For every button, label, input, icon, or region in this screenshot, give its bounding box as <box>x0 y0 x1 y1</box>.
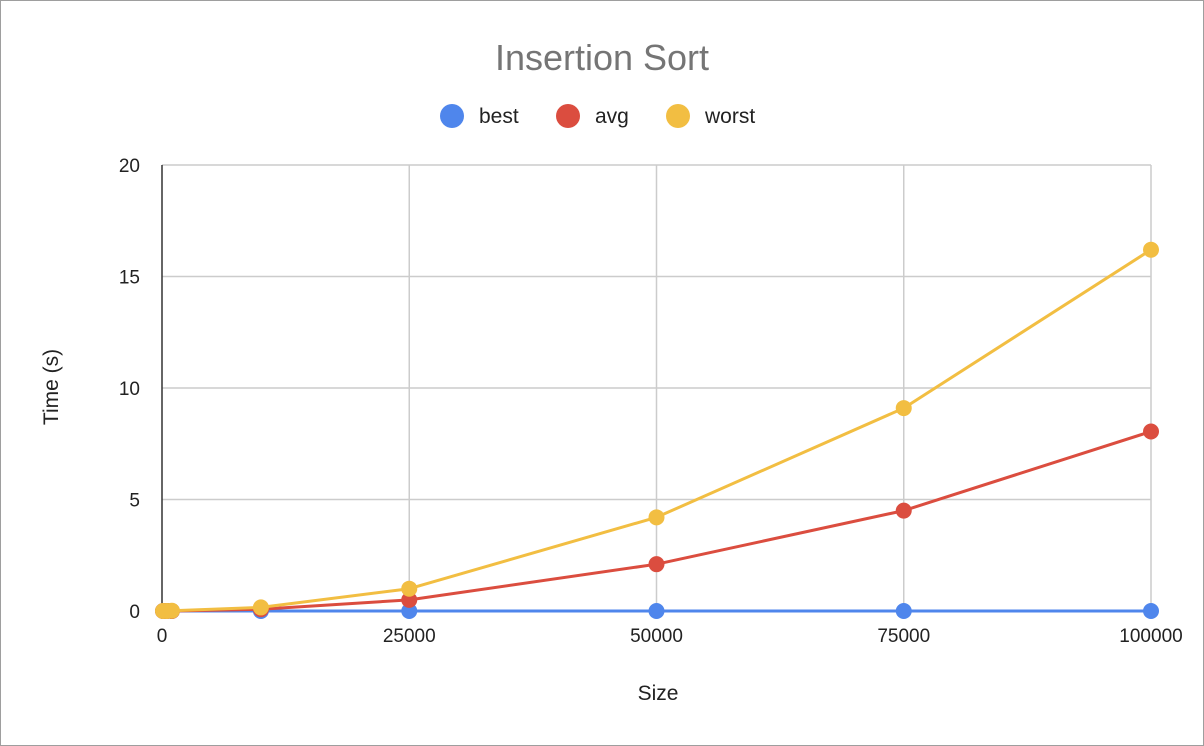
legend: best avg worst <box>440 104 755 128</box>
legend-marker-best <box>440 104 464 128</box>
data-point-best <box>648 603 665 619</box>
grid <box>162 164 1152 612</box>
data-point-worst <box>163 602 180 619</box>
legend-marker-worst <box>666 104 690 128</box>
x-axis-label: Size <box>638 682 679 705</box>
legend-label-best: best <box>479 105 519 128</box>
legend-item-worst: worst <box>666 104 755 128</box>
y-axis-label: Time (s) <box>40 349 63 425</box>
data-point-avg <box>401 591 418 608</box>
x-tick-label: 0 <box>157 626 168 647</box>
y-tick-label: 15 <box>119 268 140 289</box>
x-tick-label: 75000 <box>877 626 930 647</box>
data-point-best <box>401 603 418 619</box>
legend-label-worst: worst <box>704 105 755 128</box>
data-point-avg <box>895 502 912 519</box>
legend-item-avg: avg <box>556 104 629 128</box>
data-point-worst <box>252 599 269 616</box>
data-point-best <box>1143 603 1159 619</box>
data-point-best <box>895 603 912 619</box>
data-point-worst <box>648 509 665 526</box>
data-point-avg <box>648 556 665 573</box>
y-tick-label: 20 <box>119 156 140 177</box>
series-group <box>154 241 1159 619</box>
data-point-worst <box>895 400 912 417</box>
data-point-worst <box>1143 241 1159 258</box>
y-tick-label: 0 <box>129 602 140 623</box>
y-tick-label: 10 <box>119 379 140 400</box>
data-point-avg <box>1143 423 1159 440</box>
y-tick-label: 5 <box>129 491 140 512</box>
series-worst <box>154 241 1159 619</box>
legend-item-best: best <box>440 104 519 128</box>
x-tick-label: 100000 <box>1119 626 1182 647</box>
tick-labels: 0 5 10 15 20 0 25000 50000 75000 100000 <box>119 156 1183 647</box>
legend-marker-avg <box>556 104 580 128</box>
x-tick-label: 25000 <box>383 626 436 647</box>
chart-title: Insertion Sort <box>495 37 709 78</box>
data-point-worst <box>401 580 418 597</box>
x-tick-label: 50000 <box>630 626 683 647</box>
legend-label-avg: avg <box>595 105 629 128</box>
